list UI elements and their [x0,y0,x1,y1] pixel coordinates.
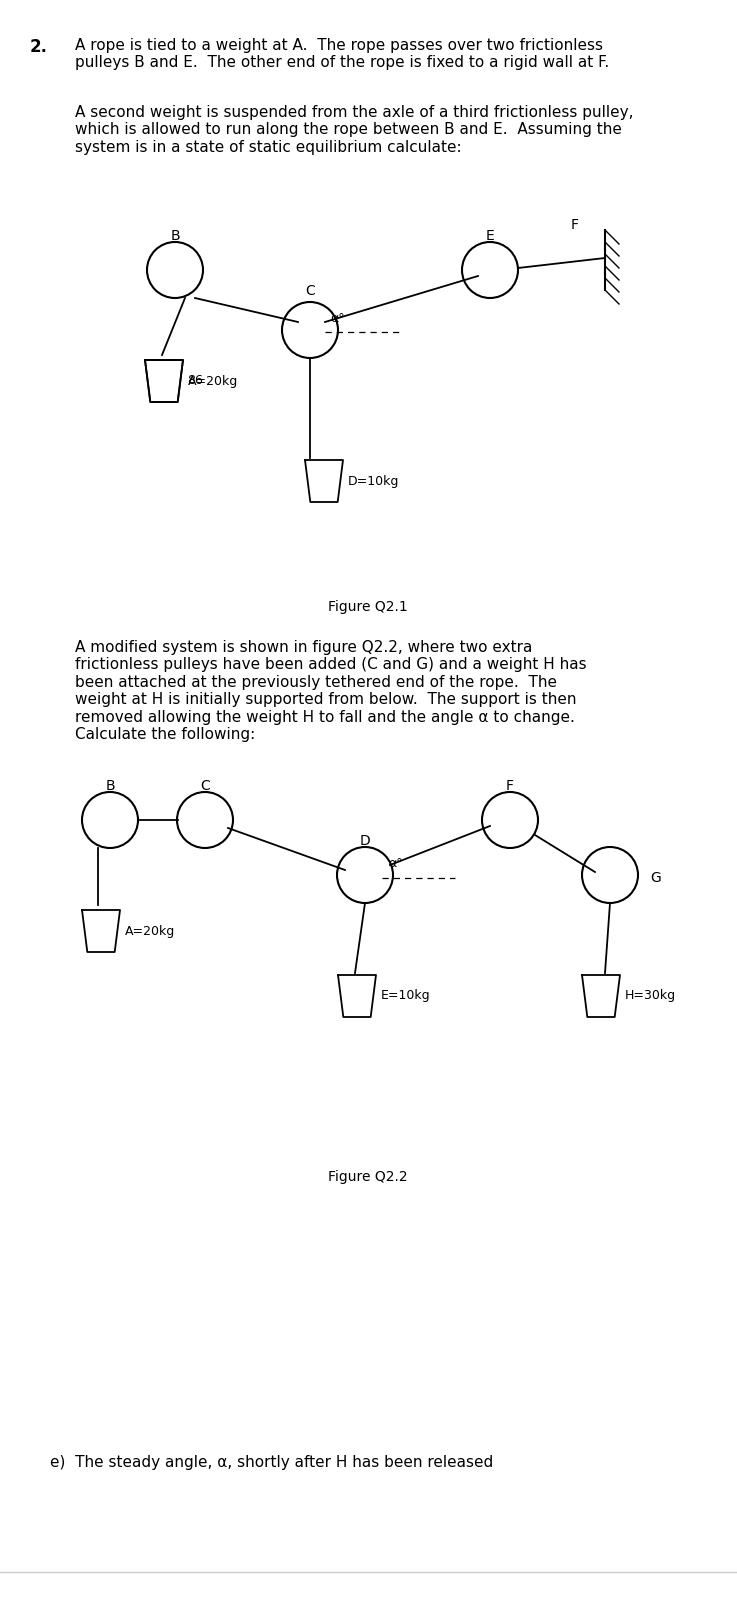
Text: H=30kg: H=30kg [625,989,676,1003]
Text: G: G [650,870,661,885]
Text: α°: α° [330,312,345,325]
Text: C: C [200,779,210,794]
Text: A=20kg: A=20kg [125,925,175,938]
Text: 2.: 2. [30,38,48,56]
Text: Figure Q2.1: Figure Q2.1 [328,600,408,614]
Text: e)  The steady angle, α, shortly after H has been released: e) The steady angle, α, shortly after H … [50,1454,493,1470]
Text: D=10kg: D=10kg [348,475,399,488]
Text: F: F [571,218,579,232]
Text: α°: α° [388,858,402,870]
Text: B: B [105,779,115,794]
Text: A=20kg: A=20kg [188,374,238,387]
Text: A rope is tied to a weight at A.  The rope passes over two frictionless
pulleys : A rope is tied to a weight at A. The rop… [75,38,609,70]
Text: C: C [305,285,315,298]
Text: F: F [506,779,514,794]
Text: E=10kg: E=10kg [381,989,430,1003]
Text: A modified system is shown in figure Q2.2, where two extra
frictionless pulleys : A modified system is shown in figure Q2.… [75,640,587,742]
Text: 86: 86 [187,374,203,387]
Text: A second weight is suspended from the axle of a third frictionless pulley,
which: A second weight is suspended from the ax… [75,106,634,155]
Text: D: D [360,834,371,848]
Text: E: E [486,229,495,243]
Text: B: B [170,229,180,243]
Text: Figure Q2.2: Figure Q2.2 [328,1170,408,1184]
